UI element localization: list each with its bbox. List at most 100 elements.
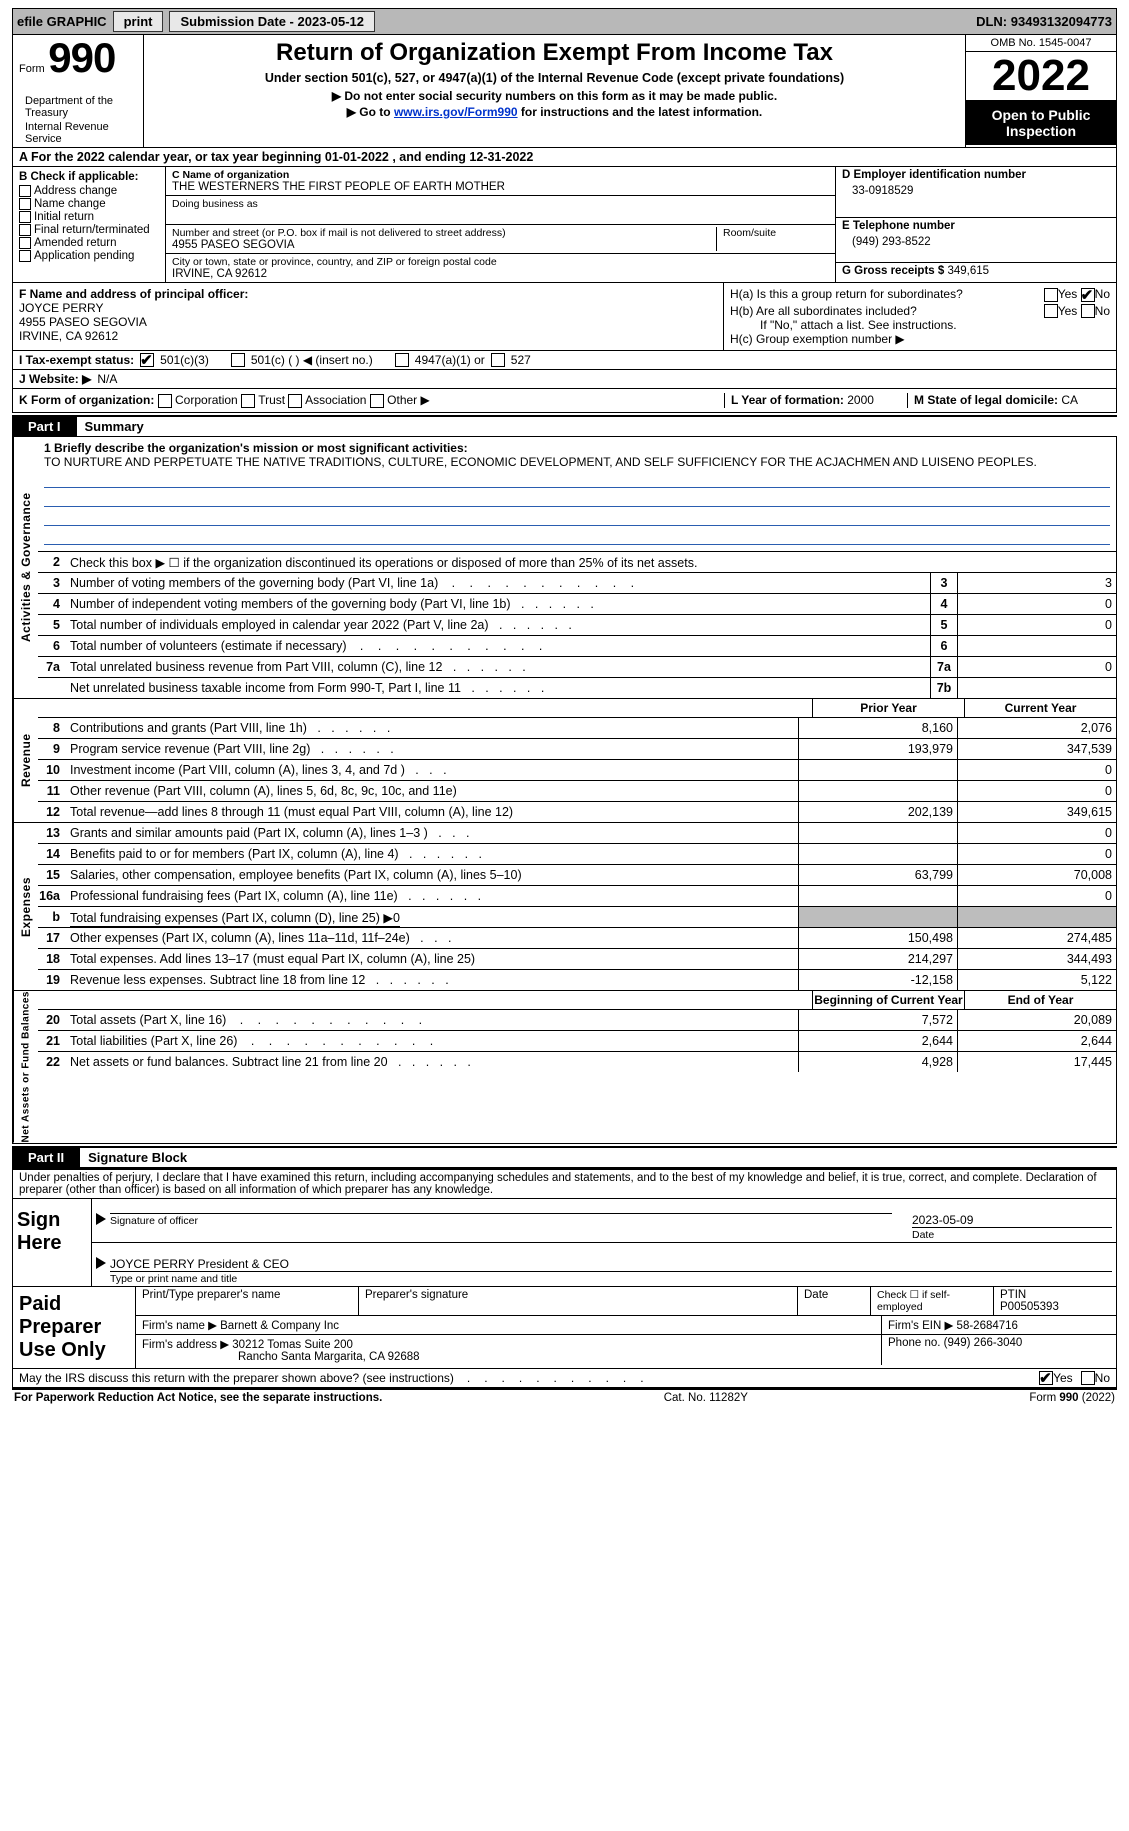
line2-text: Check this box ▶ ☐ if the organization d… [66,554,1116,571]
line10-text: Investment income (Part VIII, column (A)… [66,762,798,778]
addr-label: Number and street (or P.O. box if mail i… [172,227,710,239]
line16a-py [798,886,957,906]
line13-text: Grants and similar amounts paid (Part IX… [66,825,798,841]
dept-treasury: Department of the Treasury [19,95,137,121]
line4-value: 0 [957,594,1116,614]
line7b-text: Net unrelated business taxable income fr… [66,680,930,696]
section-revenue: Revenue Prior Year Current Year 8Contrib… [12,699,1117,823]
prep-sig-header: Preparer's signature [359,1287,798,1315]
line8-py: 8,160 [798,718,957,738]
ha-yes[interactable] [1044,288,1058,302]
hb-label: H(b) Are all subordinates included? [730,304,1044,319]
line13-cy: 0 [957,823,1116,843]
line14-text: Benefits paid to or for members (Part IX… [66,846,798,862]
line6-text: Total number of volunteers (estimate if … [66,638,930,654]
sign-here-label: Sign Here [13,1199,91,1286]
line12-py: 202,139 [798,802,957,822]
chk-trust[interactable] [241,394,255,408]
officer-name: JOYCE PERRY [19,301,717,315]
line21-eoy: 2,644 [957,1031,1116,1051]
line17-py: 150,498 [798,928,957,948]
gross-receipts-value: 349,615 [947,265,989,277]
chk-corporation[interactable] [158,394,172,408]
sidebar-expenses: Expenses [13,823,38,990]
mayirs-no[interactable] [1081,1371,1095,1385]
note-link: ▶ Go to www.irs.gov/Form990 for instruct… [152,105,957,119]
city-label: City or town, state or province, country… [172,256,829,268]
chk-4947[interactable] [395,353,409,367]
row-j-website: J Website: ▶ N/A [12,370,1117,389]
chk-501c3[interactable] [140,353,154,367]
line19-text: Revenue less expenses. Subtract line 18 … [66,972,798,988]
chk-501c[interactable] [231,353,245,367]
signature-block: Under penalties of perjury, I declare th… [12,1168,1117,1287]
form-word: Form [19,63,45,75]
chk-address-change[interactable]: Address change [19,185,159,197]
paid-preparer-label: Paid Preparer Use Only [13,1287,135,1368]
prep-selfemp: Check ☐ if self-employed [871,1287,994,1315]
line15-text: Salaries, other compensation, employee b… [66,867,798,883]
line22-boy: 4,928 [798,1052,957,1072]
omb-number: OMB No. 1545-0047 [966,35,1116,52]
part2-header: Part II Signature Block [12,1146,1117,1168]
mayirs-yes[interactable] [1039,1371,1053,1385]
line10-cy: 0 [957,760,1116,780]
irs-link[interactable]: www.irs.gov/Form990 [394,105,518,119]
chk-association[interactable] [288,394,302,408]
chk-527[interactable] [491,353,505,367]
line11-text: Other revenue (Part VIII, column (A), li… [66,783,798,799]
page-footer: For Paperwork Reduction Act Notice, see … [12,1388,1117,1406]
firm-name: Barnett & Company Inc [220,1320,339,1332]
ha-no[interactable] [1081,288,1095,302]
chk-final-return[interactable]: Final return/terminated [19,224,159,236]
line19-cy: 5,122 [957,970,1116,990]
line20-eoy: 20,089 [957,1010,1116,1030]
hb-no[interactable] [1081,304,1095,318]
footer-mid: Cat. No. 11282Y [664,1392,748,1404]
section-activities-governance: Activities & Governance 1 Briefly descri… [12,437,1117,699]
footer-right: Form 990 (2022) [1029,1392,1115,1404]
line3-text: Number of voting members of the governin… [66,575,930,591]
street-address: 4955 PASEO SEGOVIA [172,239,710,251]
phone-value: (949) 293-8522 [842,232,1110,248]
hb-yes[interactable] [1044,304,1058,318]
chk-amended-return[interactable]: Amended return [19,237,159,249]
may-irs-discuss: May the IRS discuss this return with the… [12,1369,1117,1388]
line18-text: Total expenses. Add lines 13–17 (must eq… [66,951,798,967]
efile-label: efile GRAPHIC [17,14,107,29]
chk-name-change[interactable]: Name change [19,198,159,210]
line11-py [798,781,957,801]
section-net-assets: Net Assets or Fund Balances Beginning of… [12,991,1117,1144]
line9-py: 193,979 [798,739,957,759]
arrow-icon [96,1257,106,1269]
line22-text: Net assets or fund balances. Subtract li… [66,1054,798,1070]
chk-other[interactable] [370,394,384,408]
line10-py [798,760,957,780]
line5-text: Total number of individuals employed in … [66,617,930,633]
block-fh: F Name and address of principal officer:… [12,283,1117,352]
part1-header: Part I Summary [12,415,1117,437]
line7a-text: Total unrelated business revenue from Pa… [66,659,930,675]
open-inspection: Open to Public Inspection [966,101,1116,145]
print-button[interactable]: print [113,11,164,32]
penalty-statement: Under penalties of perjury, I declare th… [13,1170,1116,1199]
line15-py: 63,799 [798,865,957,885]
line19-py: -12,158 [798,970,957,990]
chk-initial-return[interactable]: Initial return [19,211,159,223]
hc-label: H(c) Group exemption number ▶ [730,332,1110,346]
line16b-cy-grey [957,907,1116,927]
typed-name-caption: Type or print name and title [110,1271,1112,1286]
chk-application-pending[interactable]: Application pending [19,250,159,262]
line20-boy: 7,572 [798,1010,957,1030]
line18-cy: 344,493 [957,949,1116,969]
form-number: 990 [48,34,115,81]
submission-date-button[interactable]: Submission Date - 2023-05-12 [169,11,375,32]
ein-value: 33-0918529 [842,181,1110,197]
row-i-tax-status: I Tax-exempt status: 501(c)(3) 501(c) ( … [12,351,1117,370]
ha-label: H(a) Is this a group return for subordin… [730,287,1044,302]
paid-preparer-block: Paid Preparer Use Only Print/Type prepar… [12,1287,1117,1369]
line16a-cy: 0 [957,886,1116,906]
line7a-value: 0 [957,657,1116,677]
block-bcdeg: B Check if applicable: Address change Na… [12,167,1117,283]
org-name: THE WESTERNERS THE FIRST PEOPLE OF EARTH… [172,181,829,193]
